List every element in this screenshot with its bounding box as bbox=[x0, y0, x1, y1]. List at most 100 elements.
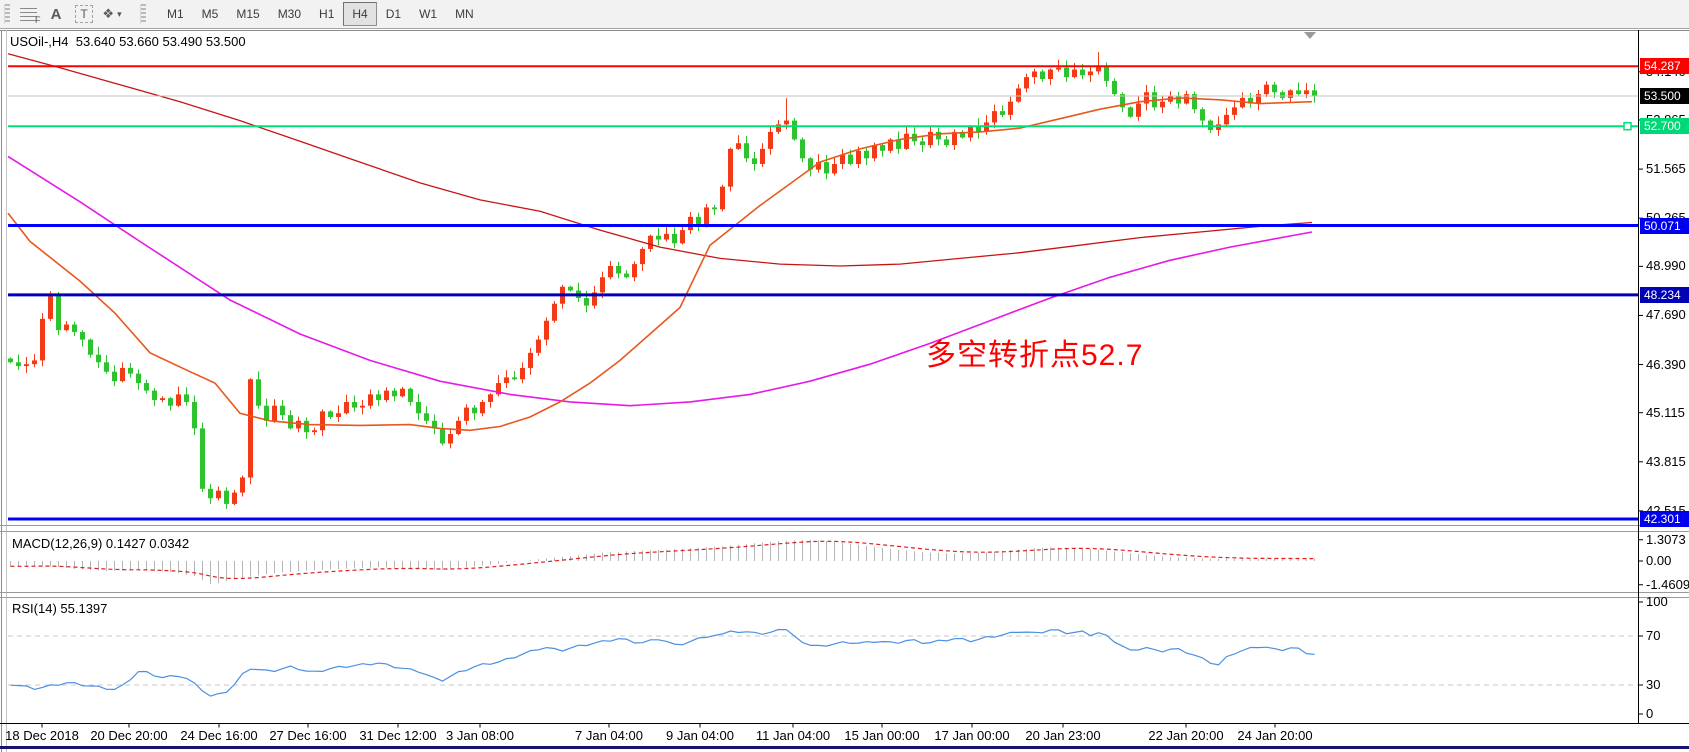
candle bbox=[1008, 101, 1013, 115]
candle bbox=[904, 133, 909, 149]
time-axis-label: 15 Jan 00:00 bbox=[844, 728, 920, 743]
time-axis-label: 22 Jan 20:00 bbox=[1148, 728, 1224, 743]
candle bbox=[1296, 90, 1301, 95]
horizontal-scrollbar[interactable] bbox=[0, 746, 1689, 749]
annotation-text[interactable]: 多空转折点52.7 bbox=[926, 339, 1144, 372]
candle bbox=[536, 339, 541, 353]
candle bbox=[1016, 88, 1021, 102]
time-axis-label: 7 Jan 04:00 bbox=[575, 728, 643, 743]
timeframe-button-m15[interactable]: M15 bbox=[236, 7, 260, 21]
arrows-tool-button[interactable]: ❖ ▾ bbox=[98, 1, 126, 27]
candle bbox=[1104, 65, 1109, 81]
macd-signal-line bbox=[10, 540, 1315, 580]
candle bbox=[472, 407, 477, 414]
candle bbox=[1024, 77, 1029, 89]
text-tool-button[interactable]: T bbox=[70, 1, 98, 27]
timeframe-button-h4[interactable]: H4 bbox=[343, 2, 377, 26]
candle bbox=[880, 145, 885, 151]
candle bbox=[960, 131, 965, 138]
price-badge-50.071: 50.071 bbox=[1640, 217, 1689, 234]
time-axis-label: 27 Dec 16:00 bbox=[269, 728, 347, 743]
candle bbox=[600, 277, 605, 293]
candle bbox=[896, 139, 901, 149]
candle bbox=[264, 405, 269, 421]
ma-slow-magenta bbox=[7, 155, 1313, 407]
timeframe-button-mn[interactable]: MN bbox=[455, 7, 474, 21]
chart-shift-marker-icon bbox=[1304, 32, 1316, 39]
candle bbox=[128, 367, 133, 374]
candle bbox=[40, 318, 45, 361]
timeframe-button-m5[interactable]: M5 bbox=[201, 7, 219, 21]
candle bbox=[816, 162, 821, 170]
candle bbox=[168, 398, 173, 406]
candle bbox=[456, 420, 461, 435]
candle bbox=[312, 430, 317, 433]
candle bbox=[752, 158, 757, 164]
timeframe-button-m1[interactable]: M1 bbox=[167, 7, 184, 21]
candle bbox=[1064, 67, 1069, 78]
rsi-line bbox=[10, 628, 1315, 697]
price-tick-label: 48.990 bbox=[1646, 258, 1686, 274]
rsi-scale-label: 100 bbox=[1646, 594, 1668, 609]
candle bbox=[504, 377, 509, 384]
timeframe-button-h1[interactable]: H1 bbox=[319, 7, 335, 21]
time-axis-label: 11 Jan 04:00 bbox=[755, 728, 831, 743]
line-drag-handle[interactable] bbox=[1623, 121, 1632, 131]
candle bbox=[640, 248, 645, 265]
time-axis-label: 20 Jan 23:00 bbox=[1025, 728, 1101, 743]
text-icon: T bbox=[75, 5, 93, 23]
candle bbox=[936, 131, 941, 140]
candle bbox=[728, 148, 733, 187]
candle bbox=[88, 339, 93, 355]
chart-title: USOil-,H4 53.640 53.660 53.490 53.500 bbox=[10, 34, 246, 49]
candle bbox=[448, 434, 453, 444]
timeframe-button-m30[interactable]: M30 bbox=[277, 7, 302, 21]
toolbar-grip[interactable] bbox=[4, 4, 10, 24]
candles-layer bbox=[8, 52, 1317, 509]
candle bbox=[1312, 90, 1317, 96]
text-label-icon: A bbox=[50, 5, 62, 23]
candle bbox=[464, 407, 469, 421]
candle bbox=[792, 120, 797, 140]
candle bbox=[1288, 90, 1293, 98]
timeframe-button-w1[interactable]: W1 bbox=[419, 7, 438, 21]
candle bbox=[488, 394, 493, 402]
fibonacci-tool-button[interactable]: F bbox=[14, 1, 42, 27]
candle bbox=[480, 401, 485, 414]
candle bbox=[304, 420, 309, 433]
candle bbox=[544, 320, 549, 340]
macd-scale-label: -1.4609 bbox=[1646, 576, 1689, 592]
candle bbox=[712, 207, 717, 210]
macd-scale-label: 0.00 bbox=[1646, 553, 1672, 568]
text-label-tool-button[interactable]: A bbox=[42, 1, 70, 27]
candle bbox=[528, 352, 533, 368]
chevron-down-icon: ▾ bbox=[117, 8, 122, 19]
candle bbox=[408, 388, 413, 402]
candle bbox=[592, 292, 597, 306]
timeframe-button-d1[interactable]: D1 bbox=[385, 7, 402, 21]
candle bbox=[1048, 69, 1053, 80]
candle bbox=[840, 154, 845, 164]
price-tick-label: 45.115 bbox=[1646, 404, 1685, 420]
candle bbox=[352, 401, 357, 408]
candle bbox=[176, 394, 181, 406]
candle bbox=[608, 265, 613, 278]
candle bbox=[920, 141, 925, 146]
toolbar-grip-2[interactable] bbox=[140, 4, 146, 24]
fibonacci-icon: F bbox=[19, 7, 41, 25]
candle bbox=[392, 390, 397, 397]
ma-medium-orange bbox=[7, 97, 1313, 432]
candle bbox=[1256, 94, 1261, 104]
candle bbox=[784, 120, 789, 125]
candle bbox=[256, 379, 261, 406]
candle bbox=[1040, 71, 1045, 80]
candle bbox=[72, 324, 77, 333]
candle bbox=[144, 383, 149, 391]
candle bbox=[400, 388, 405, 397]
candle bbox=[424, 413, 429, 421]
candle bbox=[104, 362, 109, 372]
candle bbox=[136, 373, 141, 384]
candle bbox=[296, 420, 301, 429]
rsi-scale-label: 70 bbox=[1646, 628, 1661, 643]
